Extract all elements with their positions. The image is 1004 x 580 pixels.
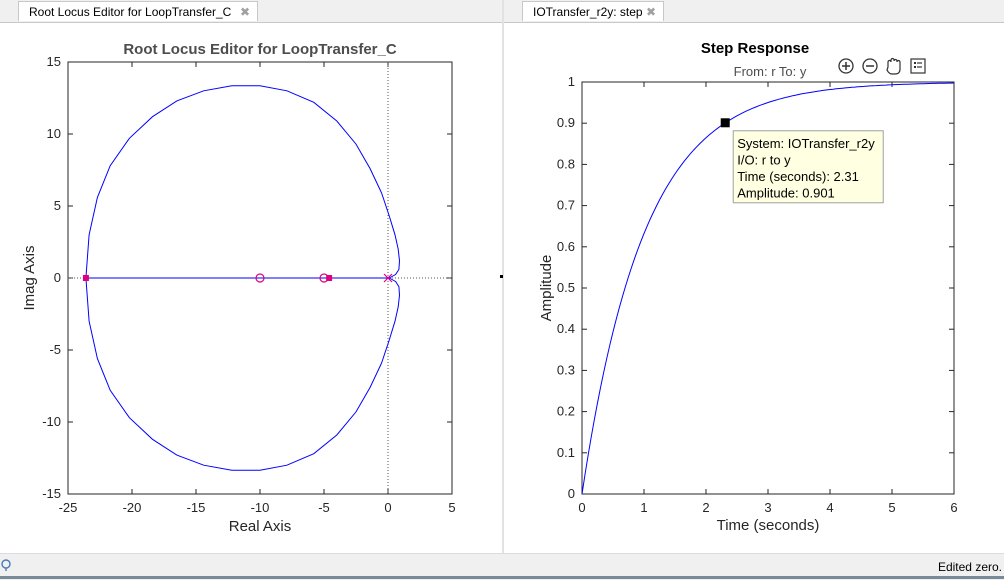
datatip-line: I/O: r to y xyxy=(737,152,791,167)
locus-branch-upper xyxy=(85,85,401,279)
y-tick-label: 0.7 xyxy=(557,198,575,213)
info-icon xyxy=(1,559,11,571)
y-axis-label: Imag Axis xyxy=(21,245,38,310)
chart-title: Step Response xyxy=(701,40,809,57)
y-tick-label: 0.4 xyxy=(557,321,575,336)
zoom-in-icon[interactable] xyxy=(838,58,854,74)
x-tick-label: 5 xyxy=(888,500,895,515)
tab-label: Root Locus Editor for LoopTransfer_C xyxy=(29,5,232,19)
datatip-marker xyxy=(720,118,730,128)
y-tick-label: 0.9 xyxy=(557,115,575,130)
x-tick-label: 2 xyxy=(702,500,709,515)
legend-dot xyxy=(914,62,916,64)
x-axis-label: Real Axis xyxy=(229,518,292,535)
x-tick-label: 1 xyxy=(640,500,647,515)
y-tick-label: 10 xyxy=(47,126,61,141)
y-tick-label: 0.3 xyxy=(557,362,575,377)
step-response-panel: IOTransfer_r2y: step ✖ 0 1 2 3 4 5 6 0 0.1 0.2 0.3… xyxy=(504,0,1004,553)
y-tick-label: 15 xyxy=(47,54,61,69)
left-tabstrip: Root Locus Editor for LoopTransfer_C ✖ xyxy=(0,0,502,23)
y-tick-label: 0.5 xyxy=(557,280,575,295)
x-tick-label: 0 xyxy=(578,500,585,515)
axes-toolbar xyxy=(838,57,926,75)
pan-hand-icon[interactable] xyxy=(886,57,901,75)
closed-loop-pole-marker xyxy=(326,275,333,281)
right-tabstrip: IOTransfer_r2y: step ✖ xyxy=(504,0,1004,23)
pole-marker xyxy=(383,273,393,283)
datatip-line: System: IOTransfer_r2y xyxy=(737,136,875,151)
close-icon[interactable]: ✖ xyxy=(239,5,250,19)
taskbar-edge xyxy=(0,576,1004,579)
datatip-line: Amplitude: 0.901 xyxy=(737,185,835,200)
y-tick-label: 5 xyxy=(54,198,61,213)
splitter-handle[interactable] xyxy=(500,275,503,278)
close-icon[interactable]: ✖ xyxy=(645,5,656,19)
closed-loop-pole-marker xyxy=(82,275,89,281)
step-response-line xyxy=(581,82,955,495)
zoom-out-icon[interactable] xyxy=(862,58,878,74)
chart-subtitle: From: r To: y xyxy=(734,64,807,79)
legend-icon[interactable] xyxy=(910,58,926,74)
legend-box xyxy=(910,58,926,74)
datatip-box xyxy=(732,130,884,204)
locus-branch-lower xyxy=(85,277,401,471)
x-tick-label: -25 xyxy=(59,500,78,515)
tab-label: IOTransfer_r2y: step xyxy=(533,5,643,19)
tab-step-response[interactable]: IOTransfer_r2y: step ✖ xyxy=(522,1,664,21)
chart-title: Root Locus Editor for LoopTransfer_C xyxy=(123,41,397,58)
datatip-line: Time (seconds): 2.31 xyxy=(737,169,859,184)
x-tick-label: -5 xyxy=(318,500,330,515)
tab-root-locus-editor[interactable]: Root Locus Editor for LoopTransfer_C ✖ xyxy=(18,1,258,21)
y-axis-label: Amplitude xyxy=(538,255,555,322)
x-tick-label: 0 xyxy=(384,500,391,515)
y-tick-label: 0.2 xyxy=(557,404,575,419)
y-tick-label: 0 xyxy=(54,270,61,285)
x-tick-label: 5 xyxy=(448,500,455,515)
step-response-chart[interactable]: 0 1 2 3 4 5 6 0 0.1 0.2 0.3 0.4 0.5 0.6 0.7 0.8 0.9 1 Step… xyxy=(504,0,1004,553)
x-tick-label: -20 xyxy=(123,500,142,515)
x-tick-label: -15 xyxy=(187,500,206,515)
y-tick-label: 0.8 xyxy=(557,156,575,171)
y-tick-label: -15 xyxy=(42,486,61,501)
pole-marker-stroke xyxy=(383,273,393,283)
y-tick-label: -5 xyxy=(49,342,61,357)
panel-divider[interactable] xyxy=(502,0,504,553)
root-locus-panel: Root Locus Editor for LoopTransfer_C ✖ -… xyxy=(0,0,502,553)
zero-marker xyxy=(255,273,265,283)
y-tick-label: -10 xyxy=(42,414,61,429)
x-tick-label: 6 xyxy=(950,500,957,515)
y-tick-label: 0.1 xyxy=(557,445,575,460)
x-axis-label: Time (seconds) xyxy=(717,517,820,534)
legend-dot xyxy=(914,66,916,68)
status-bar: Edited zero. xyxy=(0,553,1004,580)
y-tick-label: 0.6 xyxy=(557,239,575,254)
status-text: Edited zero. xyxy=(937,560,1002,574)
x-tick-label: 4 xyxy=(826,500,833,515)
pan-hand-shape xyxy=(886,57,901,75)
y-tick-label: 0 xyxy=(568,486,575,501)
x-tick-label: 3 xyxy=(764,500,771,515)
y-tick-label: 1 xyxy=(568,74,575,89)
x-tick-label: -10 xyxy=(251,500,270,515)
